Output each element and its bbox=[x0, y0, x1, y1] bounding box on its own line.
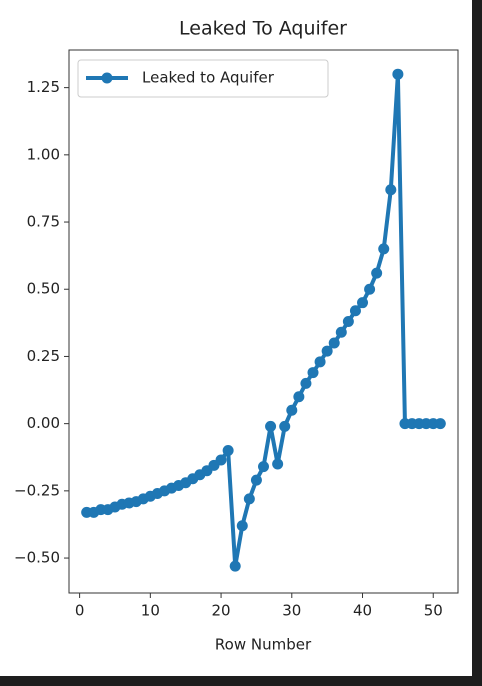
data-point bbox=[279, 420, 291, 432]
y-tick-label: 1.00 bbox=[27, 145, 60, 163]
data-point bbox=[300, 377, 312, 389]
legend-box bbox=[77, 59, 329, 98]
legend-label: Leaked to Aquifer bbox=[142, 69, 275, 87]
data-point bbox=[349, 305, 361, 317]
data-point bbox=[243, 493, 255, 505]
y-tick-label: 0.00 bbox=[27, 414, 60, 432]
data-point bbox=[293, 391, 305, 403]
x-tick-label: 10 bbox=[141, 602, 160, 620]
data-point bbox=[357, 297, 369, 309]
y-tick-label: −0.25 bbox=[14, 481, 60, 499]
x-axis-label: Row Number bbox=[215, 636, 312, 654]
data-point bbox=[364, 283, 376, 295]
data-point bbox=[385, 184, 397, 196]
x-tick-label: 30 bbox=[282, 602, 301, 620]
background bbox=[0, 0, 472, 676]
data-point bbox=[272, 458, 284, 470]
data-point bbox=[215, 454, 227, 466]
data-point bbox=[328, 337, 340, 349]
data-point bbox=[307, 367, 319, 379]
y-tick-label: 0.50 bbox=[27, 280, 60, 298]
legend-marker bbox=[101, 72, 113, 84]
data-point bbox=[335, 326, 347, 338]
data-point bbox=[258, 461, 269, 473]
x-tick-label: 0 bbox=[75, 602, 85, 620]
data-point bbox=[378, 243, 390, 255]
x-tick-label: 40 bbox=[353, 602, 372, 620]
plot-frame bbox=[68, 49, 459, 594]
data-point bbox=[321, 345, 333, 357]
data-point bbox=[434, 418, 446, 430]
y-tick-label: −0.50 bbox=[14, 549, 60, 567]
data-point bbox=[286, 404, 298, 416]
data-point bbox=[371, 267, 383, 279]
y-tick-label: 1.25 bbox=[27, 78, 60, 96]
y-tick-label: 0.25 bbox=[27, 347, 60, 365]
data-point bbox=[342, 316, 354, 327]
data-point bbox=[250, 474, 262, 486]
x-tick-label: 50 bbox=[424, 602, 443, 620]
y-tick-label: 0.75 bbox=[27, 213, 60, 231]
x-tick-label: 20 bbox=[212, 602, 231, 620]
data-point bbox=[392, 68, 404, 80]
data-point bbox=[314, 356, 326, 368]
data-point bbox=[229, 560, 241, 572]
data-point bbox=[222, 445, 234, 457]
data-point bbox=[236, 520, 248, 532]
data-point bbox=[265, 420, 277, 432]
chart-title: Leaked To Aquifer bbox=[179, 18, 347, 40]
